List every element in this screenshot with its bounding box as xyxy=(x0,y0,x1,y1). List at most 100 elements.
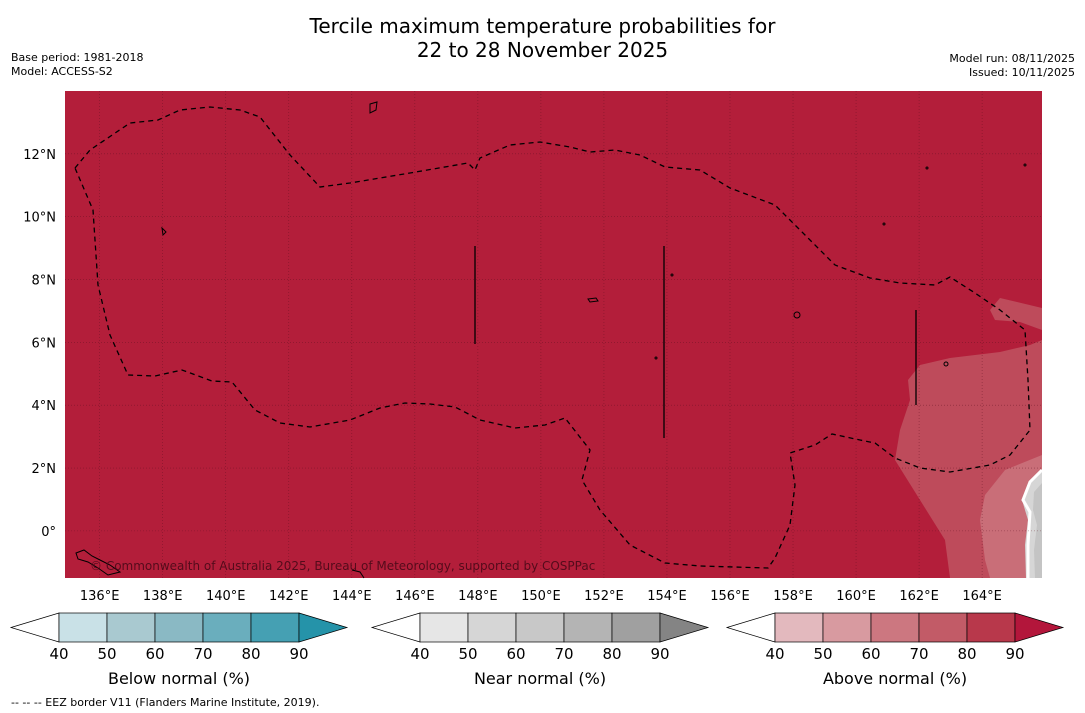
island-yap xyxy=(161,226,167,237)
colorbar-extend-low xyxy=(725,612,776,643)
colorbar-segment xyxy=(106,612,156,643)
colorbar-2: 40 50 60 70 80 90 Above normal (%) xyxy=(725,612,1065,688)
lon-label: 144°E xyxy=(332,589,372,604)
island-guam xyxy=(369,101,378,114)
coast-islands-south xyxy=(351,569,365,579)
model-run: Model run: 08/11/2025 xyxy=(949,52,1075,65)
lon-label: 152°E xyxy=(584,589,624,604)
colorbar-tick: 90 xyxy=(650,645,669,663)
colorbar-tick: 60 xyxy=(506,645,525,663)
colorbar-segment xyxy=(250,612,300,643)
colorbar-tick: 40 xyxy=(410,645,429,663)
eez-footnote: -- -- -- EEZ border V11 (Flanders Marine… xyxy=(11,696,320,709)
colorbar-tick: 40 xyxy=(765,645,784,663)
colorbar-tick: 50 xyxy=(97,645,116,663)
map-panel xyxy=(65,91,1042,578)
lon-label: 148°E xyxy=(458,589,498,604)
lon-label: 164°E xyxy=(962,589,1002,604)
lon-label: 142°E xyxy=(269,589,309,604)
colorbar-tick: 60 xyxy=(145,645,164,663)
colorbar-tick: 70 xyxy=(909,645,928,663)
lon-label: 140°E xyxy=(206,589,246,604)
colorbar-tick: 90 xyxy=(1005,645,1024,663)
colorbar-tick: 80 xyxy=(957,645,976,663)
colorbar-title: Below normal (%) xyxy=(108,669,250,688)
base-period: Base period: 1981-2018 xyxy=(11,51,144,64)
lon-label: 146°E xyxy=(395,589,435,604)
colorbar-segment xyxy=(202,612,252,643)
lat-label: 4°N xyxy=(32,399,57,414)
meta-left: Base period: 1981-2018 Model: ACCESS-S2 xyxy=(11,51,143,79)
model-name: Model: ACCESS-S2 xyxy=(11,65,113,78)
colorbar-segment xyxy=(774,612,824,643)
gridlines xyxy=(65,91,1042,578)
colorbar-tick: 90 xyxy=(289,645,308,663)
colorbar-tick: 70 xyxy=(193,645,212,663)
lon-label: 150°E xyxy=(521,589,561,604)
island-kosrae xyxy=(943,361,949,367)
colorbar-segment xyxy=(918,612,968,643)
eez-border xyxy=(74,106,1031,569)
title-line-1: Tercile maximum temperature probabilitie… xyxy=(309,14,776,38)
issued-date: Issued: 10/11/2025 xyxy=(968,66,1075,79)
page-title: Tercile maximum temperature probabilitie… xyxy=(0,14,1085,62)
meta-right: Model run: 08/11/2025 Issued: 10/11/2025 xyxy=(949,52,1075,80)
colorbar-segment xyxy=(563,612,613,643)
lat-label: 0° xyxy=(41,525,56,540)
colorbar-title: Above normal (%) xyxy=(823,669,967,688)
longitude-labels: 136°E 138°E 140°E 142°E 144°E 146°E 148°E 150°E… xyxy=(80,589,1002,604)
colorbar-tick: 50 xyxy=(813,645,832,663)
colorbar-extend-low xyxy=(370,612,421,643)
colorbar-1: 40 50 60 70 80 90 Near normal (%) xyxy=(370,612,710,688)
colorbar-segment xyxy=(419,612,469,643)
colorbar-segment xyxy=(154,612,204,643)
colorbar-tick: 60 xyxy=(861,645,880,663)
lat-label: 6°N xyxy=(32,336,57,351)
island-small-4 xyxy=(925,166,929,170)
island-pohnpei xyxy=(793,311,801,319)
colorbar-tick: 40 xyxy=(49,645,68,663)
colorbar-extend-high xyxy=(1014,612,1065,643)
copyright-watermark: © Commonwealth of Australia 2025, Bureau… xyxy=(90,559,595,573)
lon-label: 160°E xyxy=(836,589,876,604)
colorbar-segment xyxy=(822,612,872,643)
colorbar-segment xyxy=(515,612,565,643)
lon-label: 156°E xyxy=(710,589,750,604)
colorbar-tick: 80 xyxy=(241,645,260,663)
island-small-1 xyxy=(670,273,674,277)
colorbar-0: 40 50 60 70 80 90 Below normal (%) xyxy=(9,612,349,688)
lat-label: 2°N xyxy=(32,462,57,477)
colorbar-segment xyxy=(966,612,1016,643)
title-line-2: 22 to 28 November 2025 xyxy=(416,38,669,62)
lat-label: 10°N xyxy=(23,211,56,226)
island-chuuk xyxy=(587,297,599,303)
colorbar-segment xyxy=(58,612,108,643)
colorbar-tick: 70 xyxy=(554,645,573,663)
lon-label: 158°E xyxy=(773,589,813,604)
latitude-labels: 12°N 10°N 8°N 6°N 4°N 2°N 0° xyxy=(23,148,56,540)
colorbar-extend-high xyxy=(659,612,710,643)
colorbar-segment xyxy=(870,612,920,643)
lon-label: 138°E xyxy=(143,589,183,604)
colorbar-title: Near normal (%) xyxy=(474,669,606,688)
colorbar-tick: 50 xyxy=(458,645,477,663)
coast-new-guinea xyxy=(75,549,122,576)
islands xyxy=(75,101,1027,579)
colorbar-extend-low xyxy=(9,612,60,643)
colorbar-tick: 80 xyxy=(602,645,621,663)
island-small-2 xyxy=(654,356,658,360)
colorbars: 40 50 60 70 80 90 Below normal (%) 40 50 60 70 80 90… xyxy=(9,612,1065,688)
island-small-3 xyxy=(1023,163,1027,167)
lon-label: 136°E xyxy=(80,589,120,604)
colorbar-segment xyxy=(467,612,517,643)
lat-label: 8°N xyxy=(32,274,57,289)
lon-label: 162°E xyxy=(899,589,939,604)
island-small-5 xyxy=(882,222,886,226)
white-edge xyxy=(1021,468,1044,578)
colorbar-segment xyxy=(611,612,661,643)
probability-shading xyxy=(895,298,1044,578)
lon-label: 154°E xyxy=(647,589,687,604)
lat-label: 12°N xyxy=(23,148,56,163)
colorbar-extend-high xyxy=(298,612,349,643)
